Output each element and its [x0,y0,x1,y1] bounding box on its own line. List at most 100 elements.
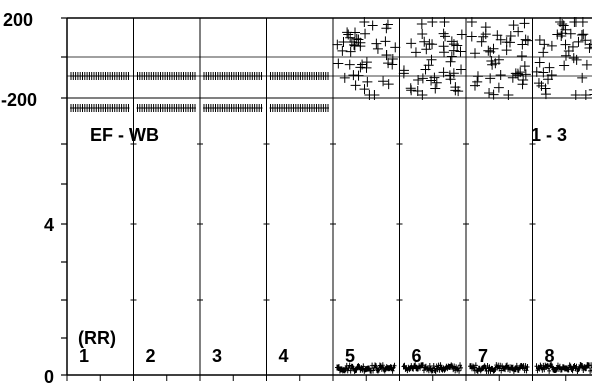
scatter-point [488,43,499,54]
scatter-point [540,83,551,94]
scatter-point [439,17,450,27]
scatter-point [426,75,437,86]
scatter-point [560,24,571,35]
scatter-point [495,70,506,81]
scatter-point [539,39,550,50]
segment-label-4: 4 [279,346,289,366]
data-marks [70,17,592,374]
bottom-band [401,362,464,374]
scatter-point [448,45,459,56]
segment-label-1: 1 [79,346,89,366]
top-y-tick-neg200: -200 [1,90,37,110]
unit-label-rr: (RR) [78,328,116,348]
bottom-band [335,362,397,374]
scatter-point [484,87,495,98]
scatter-point [337,45,348,56]
scatter-point [369,90,380,100]
scatter-point [383,58,394,69]
scatter-series-8 [531,17,592,100]
scatter-point [513,69,524,80]
scatter-point [361,57,372,68]
scatter-series-6 [398,17,467,100]
top-y-tick-200: 200 [3,10,33,30]
scatter-point [577,17,588,27]
scatter-point [332,39,343,50]
segment-label-8: 8 [545,346,555,366]
scatter-point [446,36,457,47]
scatter-point [576,29,587,40]
scatter-point [565,28,576,39]
segment-label-6: 6 [412,346,422,366]
segment-label-7: 7 [478,346,488,366]
bottom-y-tick-0: 0 [44,367,54,385]
scatter-point [380,36,391,47]
scatter-point [345,32,356,43]
scatter-point [440,31,451,42]
scatter-point [588,47,592,49]
scatter-point [560,50,571,61]
scatter-point [417,28,428,39]
scatter-point [387,53,398,64]
scatter-point [448,68,459,79]
scatter-point [515,67,526,78]
scatter-point [445,74,456,85]
scatter-point [492,30,503,41]
scatter-point [450,85,461,96]
scatter-point [517,79,528,90]
scatter-point [519,61,530,72]
scatter-point [446,51,457,62]
scatter-point [507,72,518,83]
scatter-point [426,54,437,65]
scatter-point [438,28,449,39]
scatter-point [466,31,477,42]
scatter-point [546,40,557,51]
scatter-point [503,90,514,100]
bottom-series-7 [468,362,530,374]
scatter-point [382,19,393,30]
bottom-series-6 [401,362,464,374]
scatter-point [410,47,421,58]
scatter-point [476,36,487,47]
scatter-point [420,64,431,75]
scatter-point [431,77,442,88]
scatter-point [333,58,344,69]
scatter-point [359,84,370,95]
scatter-point [416,19,427,30]
scatter-point [531,66,542,77]
bottom-band [534,362,592,374]
scatter-point [445,56,456,67]
scatter-point [419,36,430,47]
scatter-point [438,41,449,52]
scatter-point [505,30,516,41]
scatter-point [508,20,519,31]
scatter-point [349,39,360,50]
scatter-point [559,60,570,71]
scatter-point [581,59,592,70]
scatter-point [577,72,588,83]
annotation-ef-wb: EF - WB [90,125,159,145]
scatter-point [348,70,359,81]
band-series-2 [136,72,196,112]
scatter-point [359,17,370,27]
scatter-point [406,38,417,49]
scatter-point [534,57,545,68]
scatter-point [372,43,383,54]
bottom-series-8 [534,362,592,374]
scatter-point [398,65,409,76]
scatter-point [533,78,544,89]
scatter-point [456,64,467,75]
scatter-point [520,69,531,80]
scatter-point [534,35,545,46]
scatter-point [466,17,477,27]
scatter-point [567,41,578,52]
scatter-point [480,29,491,40]
scatter-point [557,19,568,30]
scatter-point [353,70,364,81]
scatter-point [538,67,549,78]
scatter-point [472,71,483,82]
scatter-point [493,54,504,65]
scatter-point [560,39,571,50]
band-series-4 [269,72,329,112]
scatter-point [345,46,356,57]
